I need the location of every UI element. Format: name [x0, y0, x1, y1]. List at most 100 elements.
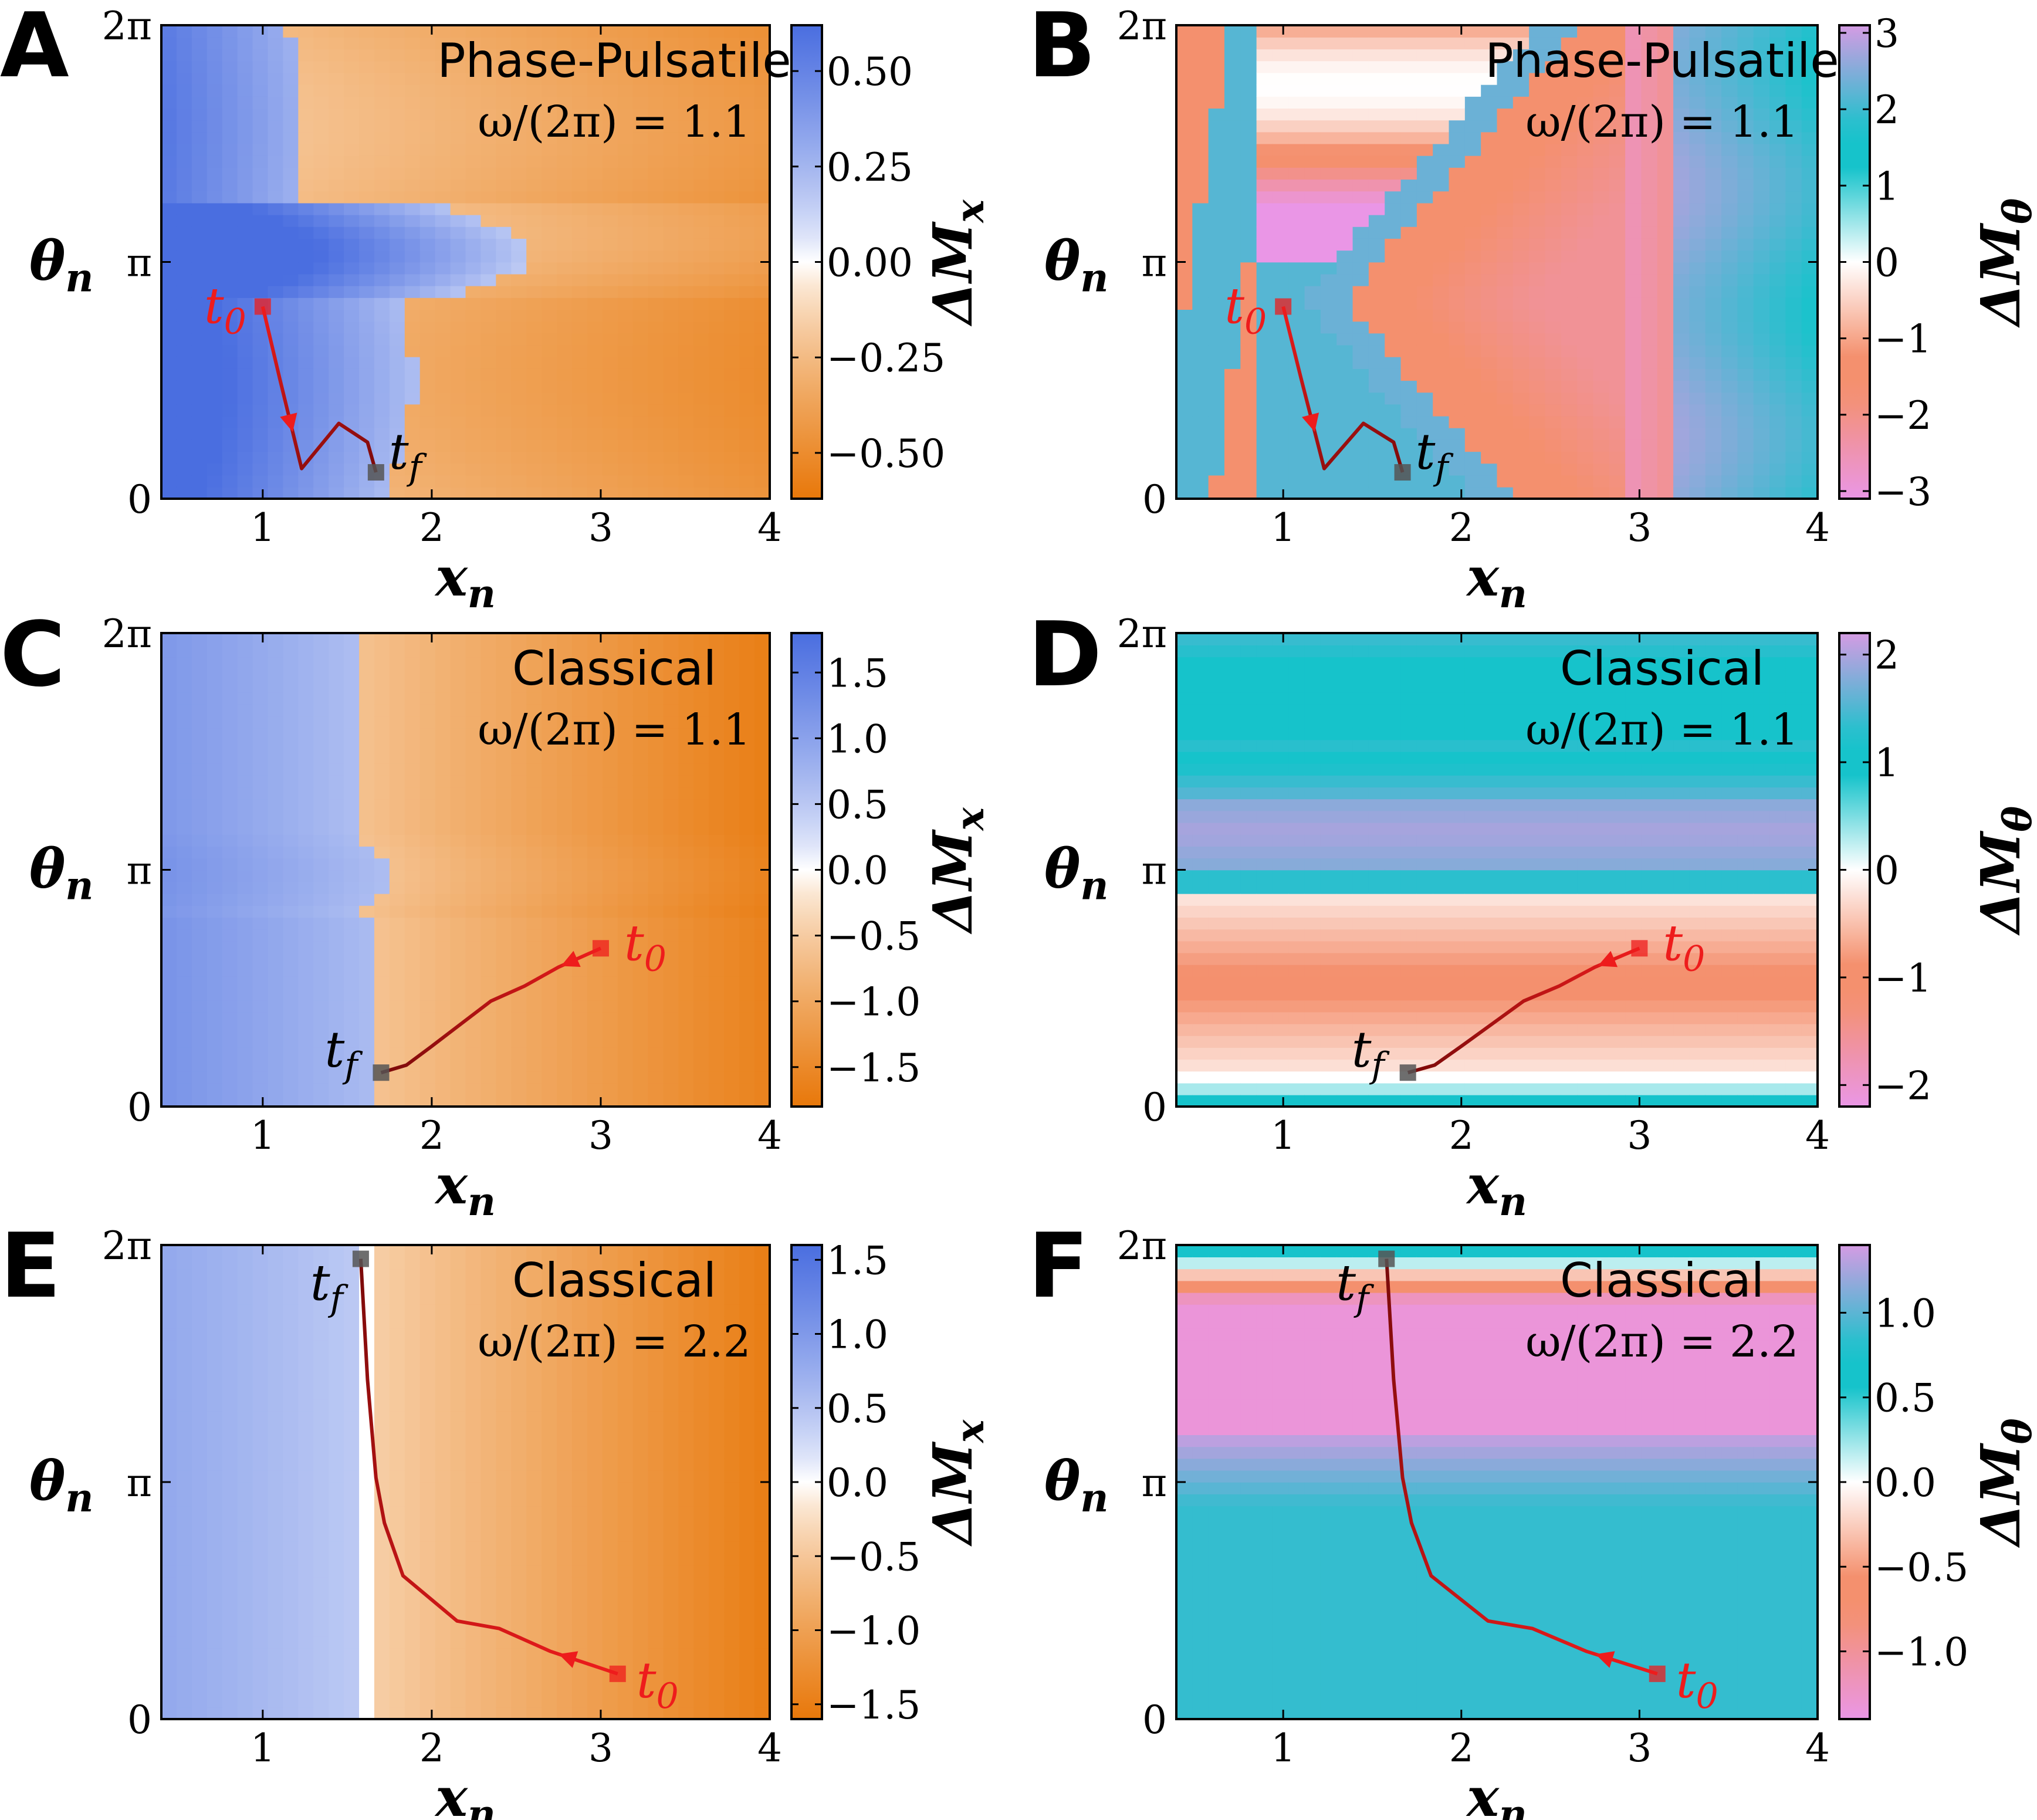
- heatmap-cell: [298, 155, 314, 168]
- heatmap-cell: [359, 404, 375, 417]
- heatmap-cell: [1224, 60, 1241, 73]
- heatmap-cell: [176, 763, 192, 776]
- heatmap-cell: [1240, 404, 1257, 417]
- heatmap-cell: [176, 1023, 192, 1036]
- heatmap-cell: [252, 214, 269, 227]
- heatmap-cell: [1336, 262, 1354, 275]
- heatmap-cell: [1208, 475, 1225, 488]
- heatmap-cell: [678, 1071, 695, 1084]
- heatmap-cell: [374, 96, 390, 109]
- heatmap-cell: [526, 167, 542, 180]
- heatmap-cell: [1753, 415, 1770, 428]
- heatmap-cell: [526, 763, 542, 776]
- heatmap-cell: [404, 822, 421, 835]
- heatmap-cell: [1609, 214, 1626, 227]
- heatmap-cell: [359, 273, 375, 286]
- heatmap-cell: [1272, 273, 1290, 286]
- heatmap-cell: [1288, 250, 1305, 263]
- heatmap-cell: [298, 1094, 314, 1107]
- heatmap-cell: [1512, 37, 1530, 50]
- heatmap-cell: [1304, 191, 1321, 204]
- heatmap-cell: [313, 716, 329, 729]
- heatmap-cell: [237, 25, 253, 38]
- heatmap-cell: [313, 941, 329, 953]
- heatmap-cell: [709, 893, 725, 906]
- heatmap-cell: [268, 143, 284, 156]
- heatmap-cell: [1336, 84, 1354, 97]
- heatmap-cell: [739, 941, 755, 953]
- heatmap-cell: [1352, 191, 1369, 204]
- heatmap-cell: [557, 309, 573, 322]
- heatmap-cell: [1641, 108, 1658, 121]
- heatmap-cell: [389, 728, 405, 740]
- heatmap-cell: [1577, 250, 1594, 263]
- heatmap-cell: [678, 439, 695, 452]
- heatmap-cell: [1497, 321, 1514, 334]
- heatmap-cell: [481, 155, 497, 168]
- heatmap-cell: [1433, 202, 1450, 215]
- heatmap-cell: [602, 143, 618, 156]
- heatmap-cell: [557, 475, 573, 488]
- heatmap-cell: [693, 1071, 710, 1084]
- heatmap-cell: [329, 893, 344, 906]
- heatmap-cell: [1176, 893, 1193, 906]
- heatmap-cell: [1705, 202, 1722, 215]
- heatmap-cell: [465, 202, 482, 215]
- heatmap-cell: [1192, 108, 1209, 121]
- colorbar-tick-label: 1.5: [827, 651, 888, 696]
- heatmap-cell: [191, 1094, 208, 1107]
- heatmap-cell: [1449, 262, 1466, 275]
- heatmap-cell: [724, 964, 740, 977]
- heatmap-cell: [724, 1000, 740, 1013]
- heatmap-cell: [1561, 404, 1578, 417]
- heatmap-cell: [1721, 297, 1738, 310]
- heatmap-cell: [1577, 321, 1594, 334]
- heatmap-cell: [511, 881, 527, 894]
- heatmap-cell: [344, 988, 360, 1001]
- heatmap-cell: [374, 404, 390, 417]
- heatmap-cell: [283, 728, 299, 740]
- heatmap-cell: [176, 799, 192, 811]
- heatmap-cell: [557, 167, 573, 180]
- heatmap-cell: [724, 404, 740, 417]
- heatmap-cell: [1721, 167, 1738, 180]
- heatmap-cell: [1176, 143, 1193, 156]
- heatmap-cell: [648, 214, 664, 227]
- heatmap-cell: [176, 333, 192, 346]
- heatmap-cell: [1224, 392, 1241, 405]
- heatmap-cell: [268, 120, 284, 133]
- heatmap-cell: [176, 344, 192, 357]
- heatmap-cell: [511, 143, 527, 156]
- heatmap-cell: [481, 1082, 497, 1095]
- heatmap-cell: [1368, 415, 1386, 428]
- heatmap-cell: [344, 834, 360, 847]
- heatmap-cell: [1256, 463, 1273, 476]
- heatmap-cell: [1176, 988, 1193, 1001]
- heatmap-cell: [222, 1012, 238, 1024]
- heatmap-cell: [693, 775, 710, 788]
- heatmap-cell: [481, 96, 497, 109]
- heatmap-cell: [1400, 285, 1417, 298]
- heatmap-cell: [222, 787, 238, 800]
- heatmap-cell: [465, 120, 482, 133]
- heatmap-cell: [252, 988, 269, 1001]
- heatmap-cell: [1208, 25, 1225, 38]
- heatmap-cell: [1721, 463, 1738, 476]
- heatmap-cell: [542, 250, 557, 263]
- heatmap-cell: [1416, 49, 1434, 62]
- heatmap-cell: [693, 1059, 710, 1072]
- heatmap-cell: [571, 120, 588, 133]
- heatmap-cell: [283, 25, 299, 38]
- heatmap-cell: [739, 285, 755, 298]
- heatmap-cell: [1224, 451, 1241, 464]
- heatmap-cell: [176, 728, 192, 740]
- heatmap-cell: [1176, 321, 1193, 334]
- heatmap-cell: [1545, 356, 1562, 369]
- heatmap-cell: [389, 238, 405, 251]
- heatmap-cell: [1545, 60, 1562, 73]
- heatmap-cell: [754, 143, 770, 156]
- heatmap-cell: [571, 1094, 588, 1107]
- heatmap-cell: [419, 1094, 436, 1107]
- heatmap-cell: [1304, 463, 1321, 476]
- heatmap-cell: [329, 380, 344, 393]
